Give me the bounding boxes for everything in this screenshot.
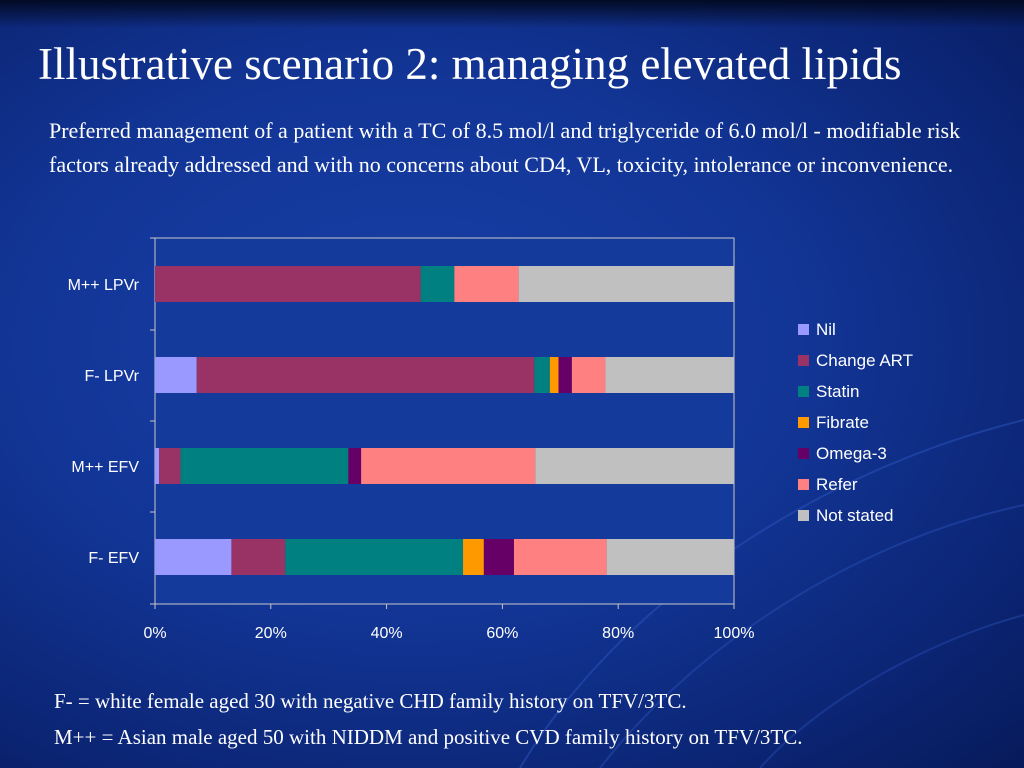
bar-segment [605,357,734,393]
category-label: M++ EFV [71,459,139,476]
slide-title: Illustrative scenario 2: managing elevat… [38,39,902,89]
bar-segment [180,448,349,484]
footnote-male: M++ = Asian male aged 50 with NIDDM and … [54,725,803,749]
bar-segment [549,357,559,393]
slide-intro-text: Preferred management of a patient with a… [49,118,961,177]
legend-swatch [798,510,809,521]
legend-swatch [798,355,809,366]
legend-label: Statin [816,382,859,401]
legend-swatch [798,417,809,428]
bar-segment [159,448,181,484]
bar-segment [454,266,519,302]
bar-segment [513,539,607,575]
top-dark-band [0,0,1024,28]
x-tick-label: 80% [602,625,634,642]
bar-segment [534,357,550,393]
bar-segment [285,539,464,575]
legend-label: Change ART [816,351,913,370]
bar-segment [155,357,197,393]
legend-label: Fibrate [816,413,869,432]
x-tick-label: 20% [255,625,287,642]
category-label: M++ LPVr [68,277,140,294]
bar-segment [155,266,421,302]
bar-segment [231,539,286,575]
legend-swatch [798,448,809,459]
x-tick-label: 100% [714,625,755,642]
legend-label: Refer [816,475,858,494]
legend-swatch [798,479,809,490]
legend-label: Omega-3 [816,444,887,463]
bar-segment [155,448,160,484]
legend-swatch [798,324,809,335]
x-tick-label: 0% [143,625,166,642]
bar-segment [606,539,734,575]
x-tick-label: 40% [371,625,403,642]
bar-segment [420,266,455,302]
legend-label: Not stated [816,506,894,525]
category-label: F- EFV [88,550,139,567]
bar-segment [483,539,514,575]
bar-segment [155,539,232,575]
x-tick-label: 60% [486,625,518,642]
bar-segment [571,357,606,393]
bar-segment [535,448,734,484]
bar-segment [361,448,536,484]
bar-segment [348,448,362,484]
legend-label: Nil [816,320,836,339]
legend-swatch [798,386,809,397]
bar-segment [463,539,484,575]
bar-segment [196,357,535,393]
category-label: F- LPVr [84,368,139,385]
bar-segment [558,357,572,393]
footnote-female: F- = white female aged 30 with negative … [54,689,687,713]
bar-segment [518,266,734,302]
